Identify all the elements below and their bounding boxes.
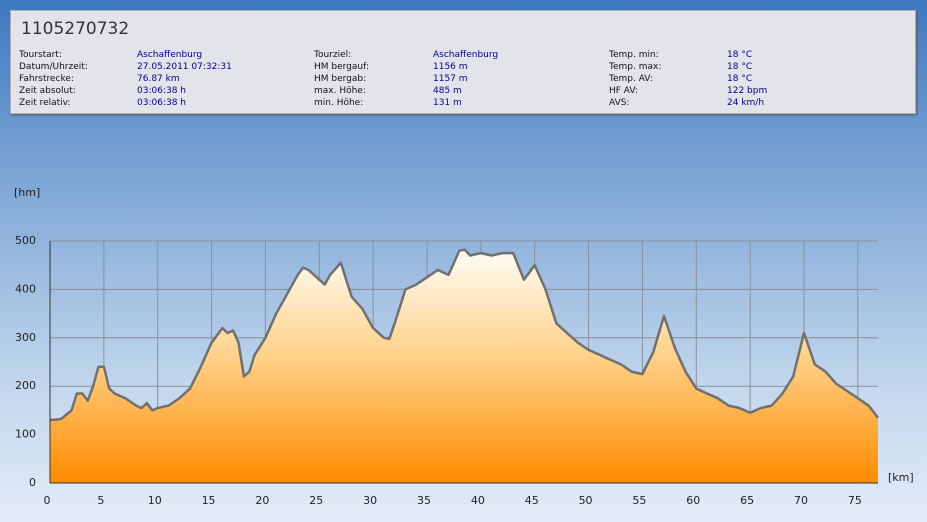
y-tick-label: 300 — [15, 331, 36, 344]
x-tick-label: 75 — [848, 494, 862, 507]
x-tick-label: 5 — [97, 494, 104, 507]
x-tick-label: 70 — [794, 494, 808, 507]
info-label: Temp. max: — [609, 62, 662, 72]
info-label: HM bergab: — [314, 74, 367, 84]
info-label: Temp. min: — [609, 50, 659, 60]
info-value: 18 °C — [727, 74, 753, 84]
y-tick-label: 100 — [15, 428, 36, 441]
info-label: max. Höhe: — [314, 86, 366, 96]
info-value: Aschaffenburg — [137, 50, 203, 60]
y-axis-label: [hm] — [14, 186, 40, 199]
x-tick-label: 60 — [686, 494, 700, 507]
info-label: Fahrstrecke: — [19, 74, 74, 84]
info-label: Datum/Uhrzeit: — [19, 62, 88, 72]
elevation-line — [49, 248, 879, 422]
area-fill — [50, 249, 878, 483]
tour-id: 1105270732 — [21, 19, 130, 39]
info-value: 131 m — [433, 98, 462, 108]
info-label: Zeit absolut: — [19, 86, 76, 96]
info-label: Temp. AV: — [609, 74, 653, 84]
info-label: Zeit relativ: — [19, 98, 71, 108]
info-value: 122 bpm — [727, 86, 768, 96]
info-value: 1157 m — [433, 74, 468, 84]
info-label: min. Höhe: — [314, 98, 364, 108]
x-tick-label: 65 — [740, 494, 754, 507]
x-axis-label: [km] — [888, 471, 914, 484]
info-value: 76.87 km — [137, 74, 180, 84]
info-label: HM bergauf: — [314, 62, 369, 72]
info-value: 24 km/h — [727, 98, 765, 108]
x-tick-label: 15 — [202, 494, 216, 507]
x-tick-label: 45 — [525, 494, 539, 507]
x-tick-label: 35 — [417, 494, 431, 507]
info-label: HF AV: — [609, 86, 638, 96]
info-label: AVS: — [609, 98, 630, 108]
info-value: 1156 m — [433, 62, 468, 72]
x-tick-label: 10 — [148, 494, 162, 507]
info-value: 18 °C — [727, 50, 753, 60]
info-value: 03:06:38 h — [137, 98, 186, 108]
info-value: 18 °C — [727, 62, 753, 72]
x-tick-label: 30 — [363, 494, 377, 507]
y-tick-label: 500 — [15, 234, 36, 247]
x-tick-label: 25 — [309, 494, 323, 507]
x-tick-label: 0 — [44, 494, 51, 507]
y-tick-label: 200 — [15, 379, 36, 392]
x-tick-label: 20 — [255, 494, 269, 507]
y-tick-label: 0 — [29, 476, 36, 489]
x-tick-label: 40 — [471, 494, 485, 507]
info-value: 485 m — [433, 86, 462, 96]
info-value: 27.05.2011 07:32:31 — [137, 62, 232, 72]
x-tick-label: 50 — [579, 494, 593, 507]
info-value: 03:06:38 h — [137, 86, 186, 96]
y-tick-label: 400 — [15, 282, 36, 295]
info-panel: 1105270732 Tourstart: Aschaffenburg Datum/… — [10, 10, 916, 114]
info-label: Tourziel: — [314, 50, 352, 60]
info-value: Aschaffenburg — [433, 50, 499, 60]
x-tick-label: 55 — [632, 494, 646, 507]
info-label: Tourstart: — [19, 50, 62, 60]
